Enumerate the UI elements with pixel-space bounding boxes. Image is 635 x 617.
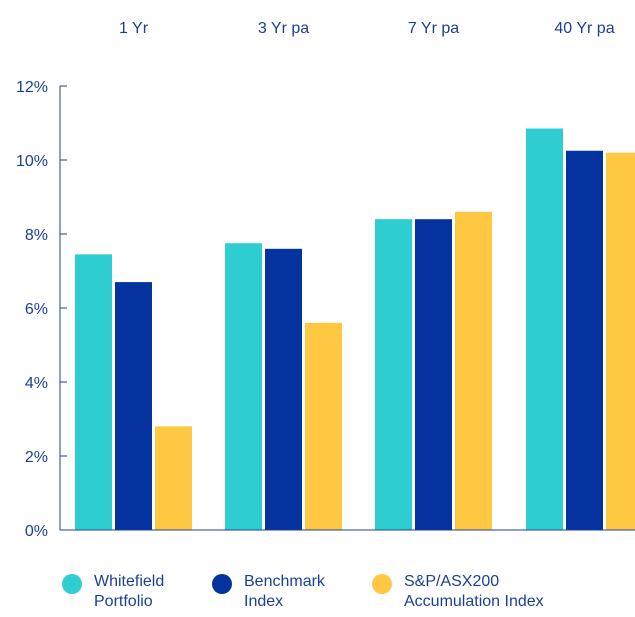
category-label: 3 Yr pa	[258, 20, 309, 37]
legend-item-benchmark-index: Benchmark Index	[212, 572, 325, 612]
bar	[265, 248, 302, 531]
legend-swatch-benchmark-index	[212, 574, 232, 594]
legend-label-whitefield-portfolio: Whitefield Portfolio	[94, 573, 165, 610]
legend-item-whitefield-portfolio: Whitefield Portfolio	[62, 572, 164, 612]
category-label: 1 Yr	[119, 20, 149, 37]
legend-swatch-whitefield-portfolio	[62, 574, 82, 594]
legend-swatch-asx200-accumulation-index	[372, 574, 392, 594]
bar	[415, 219, 452, 530]
y-tick-label: 4%	[25, 375, 48, 392]
bar	[155, 426, 192, 530]
bar	[375, 219, 412, 530]
bar	[225, 243, 262, 530]
bar	[305, 322, 342, 530]
legend-label-benchmark-index: Benchmark Index	[244, 573, 325, 610]
category-label: 7 Yr pa	[408, 20, 459, 37]
y-tick-label: 0%	[25, 523, 48, 540]
bar	[455, 211, 492, 531]
bar-chart: 0% 2% 4% 6% 8% 10% 12% 1 Yr 3 Yr pa 7 Yr pa 40 Yr …	[16, 20, 635, 540]
bar	[115, 282, 152, 530]
legend-item-asx200-accumulation-index: S&P/ASX200 Accumulation Index	[372, 572, 544, 612]
legend: Whitefield Portfolio Benchmark Index S&P…	[0, 572, 635, 617]
y-tick-label: 12%	[16, 79, 48, 96]
bar	[75, 254, 112, 530]
y-tick-label: 6%	[25, 301, 48, 318]
y-tick-label: 2%	[25, 449, 48, 466]
bar	[526, 128, 563, 531]
y-tick-label: 10%	[16, 153, 48, 170]
bar	[566, 150, 603, 530]
y-tick-label: 8%	[25, 227, 48, 244]
bar	[606, 152, 635, 530]
category-label: 40 Yr pa	[554, 20, 614, 37]
legend-label-asx200-accumulation-index: S&P/ASX200 Accumulation Index	[404, 573, 544, 610]
